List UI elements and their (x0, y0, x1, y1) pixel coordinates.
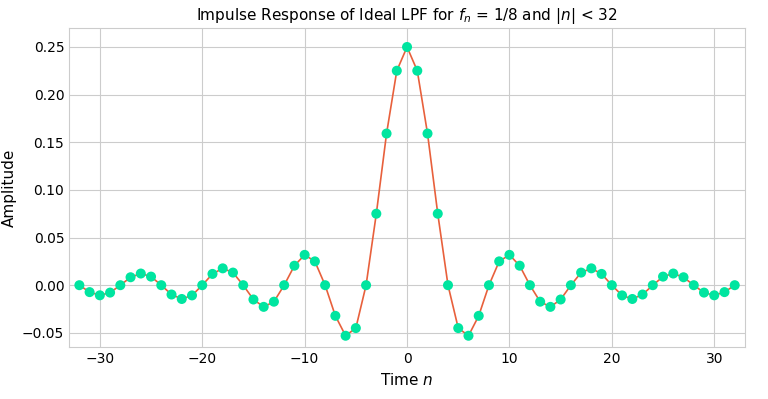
Point (329, 313, 342, 319)
Point (718, 289, 730, 295)
Point (472, 313, 485, 319)
Point (360, 282, 372, 288)
Point (698, 289, 710, 296)
Point (442, 282, 454, 288)
Point (432, 211, 444, 217)
Point (657, 273, 669, 280)
Point (514, 263, 526, 269)
Point (145, 273, 157, 280)
Point (288, 263, 300, 269)
Point (309, 258, 321, 265)
Point (257, 304, 270, 310)
Point (708, 292, 720, 298)
Point (186, 292, 198, 298)
Point (104, 289, 116, 296)
Point (134, 271, 147, 277)
Y-axis label: Amplitude: Amplitude (2, 148, 16, 227)
Point (452, 325, 465, 331)
Point (176, 296, 188, 302)
Point (564, 282, 577, 288)
Point (647, 282, 659, 288)
Point (217, 265, 229, 272)
Point (124, 274, 137, 280)
X-axis label: Time $n$: Time $n$ (380, 371, 434, 387)
Point (626, 296, 638, 302)
Point (575, 269, 588, 276)
Point (349, 325, 362, 331)
Point (299, 252, 311, 258)
Point (616, 292, 628, 298)
Point (534, 298, 546, 305)
Point (73, 282, 85, 288)
Title: Impulse Response of Ideal LPF for $f_n$ = 1/8 and $|n|$ < 32: Impulse Response of Ideal LPF for $f_n$ … (197, 6, 617, 26)
Point (554, 296, 567, 303)
Point (94, 292, 106, 298)
Point (339, 332, 352, 339)
Point (524, 282, 536, 288)
Point (595, 271, 607, 277)
Point (401, 44, 413, 50)
Point (677, 274, 690, 280)
Point (155, 282, 167, 288)
Point (278, 282, 290, 288)
Point (196, 282, 208, 288)
Point (370, 211, 382, 217)
Point (380, 130, 392, 137)
Point (247, 296, 260, 303)
Point (493, 258, 505, 265)
Point (462, 332, 475, 339)
Point (422, 130, 434, 137)
Point (411, 67, 423, 74)
Point (545, 304, 557, 310)
Point (687, 282, 700, 288)
Point (729, 282, 741, 288)
Point (227, 269, 239, 276)
Point (483, 282, 495, 288)
Point (503, 252, 515, 258)
Point (237, 282, 250, 288)
Point (268, 298, 280, 305)
Point (319, 282, 331, 288)
Point (165, 291, 177, 298)
Point (114, 282, 127, 288)
Point (667, 271, 680, 277)
Point (637, 291, 649, 298)
Point (606, 282, 618, 288)
Point (84, 289, 96, 295)
Point (585, 265, 598, 272)
Point (207, 271, 219, 277)
Point (391, 67, 403, 74)
